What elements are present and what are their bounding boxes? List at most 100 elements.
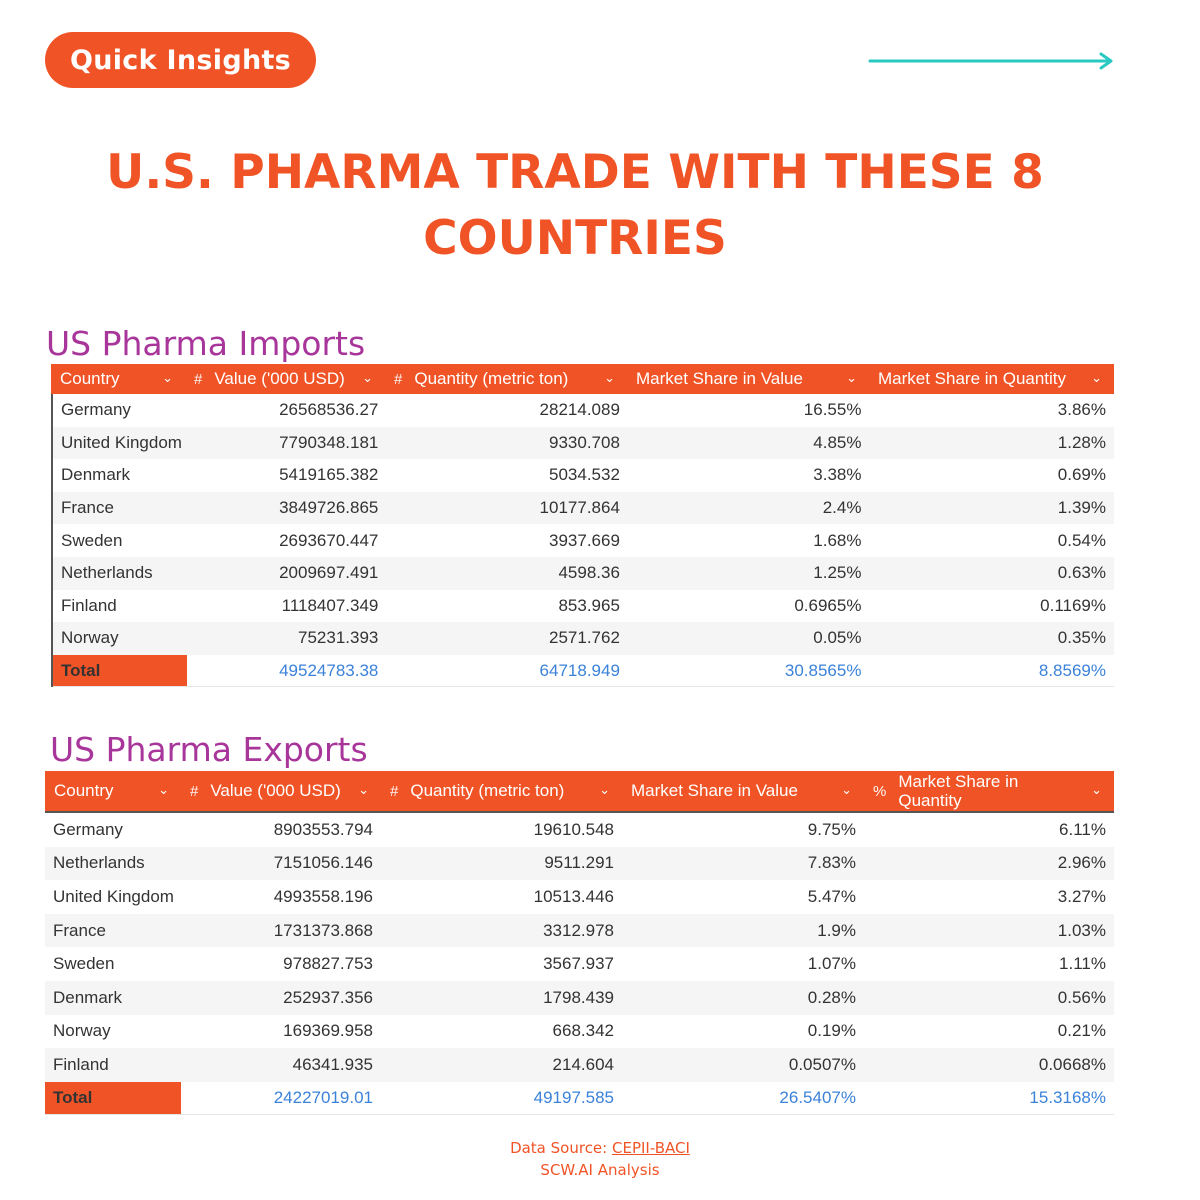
country-cell: France [61,498,114,518]
chevron-down-icon[interactable]: ⌄ [599,782,610,798]
share-value-cell: 1.07% [807,954,856,974]
quantity-cell: 3312.978 [543,920,614,940]
chevron-down-icon[interactable]: ⌄ [604,370,615,386]
col-header-share-quantity[interactable]: % Market Share in Quantity ⌄ [864,771,1114,811]
share-quantity-cell: 1.11% [1059,954,1106,974]
quantity-cell: 3937.669 [549,530,620,550]
quantity-cell: 5034.532 [549,465,620,485]
share-quantity-cell: 6.11% [1059,819,1106,839]
page-title-line-1: U.S. PHARMA TRADE WITH THESE 8 [106,145,1044,200]
quantity-cell: 3567.937 [543,954,614,974]
col-header-value[interactable]: # Value ('000 USD) ⌄ [185,364,385,394]
value-cell: 978827.753 [283,954,373,974]
share-value-cell: 16.55% [803,400,862,420]
col-header-share-value[interactable]: Market Share in Value ⌄ [627,364,869,394]
value-cell: 7151056.146 [273,853,373,873]
col-header-country[interactable]: Country ⌄ [45,771,181,811]
share-quantity-cell: 0.21% [1057,1021,1106,1041]
col-header-label: Quantity (metric ton) [410,781,565,800]
share-quantity-cell: 0.1169% [1040,595,1106,615]
country-cell: Finland [53,1054,109,1074]
share-quantity-cell: 0.54% [1057,530,1106,550]
chevron-down-icon[interactable]: ⌄ [846,370,857,386]
exports-table: Country ⌄ # Value ('000 USD) ⌄ # Quantit… [45,771,1114,1116]
col-header-share-quantity[interactable]: Market Share in Quantity ⌄ [869,364,1114,394]
exports-section-title: US Pharma Exports [50,730,368,769]
country-cell: Denmark [53,987,122,1007]
country-cell: Norway [61,628,119,648]
arrow-right-icon [868,52,1113,70]
share-quantity-cell: 3.27% [1057,886,1106,906]
country-cell: Sweden [53,954,115,974]
exports-table-header: Country ⌄ # Value ('000 USD) ⌄ # Quantit… [45,771,1114,813]
share-value-cell: 4.85% [813,432,862,452]
value-cell: 2009697.491 [279,563,379,583]
imports-section-title: US Pharma Imports [46,324,366,363]
col-header-share-value[interactable]: Market Share in Value ⌄ [622,771,864,811]
table-row: Finland 1118407.349 853.965 0.6965% 0.1169% [53,590,1114,623]
share-quantity-cell: 0.63% [1057,563,1106,583]
col-header-label: Market Share in Quantity [878,369,1067,388]
quantity-cell: 853.965 [558,595,620,615]
data-source-label: Data Source: [510,1139,612,1157]
chevron-down-icon[interactable]: ⌄ [841,782,852,798]
col-header-label: Country [60,369,120,388]
imports-table-header: Country ⌄ # Value ('000 USD) ⌄ # Quantit… [51,364,1114,394]
table-row: Sweden 978827.753 3567.937 1.07% 1.11% [45,947,1114,981]
table-row: Norway 75231.393 2571.762 0.05% 0.35% [53,622,1114,655]
country-cell: Netherlands [61,563,153,583]
quantity-cell: 10177.864 [539,498,620,518]
total-share-value-cell: 30.8565% [784,660,862,680]
quantity-cell: 9330.708 [549,432,620,452]
numeric-type-icon: # [190,782,199,800]
share-value-cell: 3.38% [813,465,862,485]
country-cell: Germany [61,400,131,420]
col-header-quantity[interactable]: # Quantity (metric ton) ⌄ [385,364,627,394]
table-row: France 1731373.868 3312.978 1.9% 1.03% [45,913,1114,948]
quantity-cell: 214.604 [552,1054,614,1074]
share-value-cell: 1.25% [813,563,862,583]
quantity-cell: 668.342 [552,1021,614,1041]
col-header-country[interactable]: Country ⌄ [51,364,185,394]
chevron-down-icon[interactable]: ⌄ [362,370,373,386]
total-label: Total [45,1081,181,1115]
country-cell: United Kingdom [61,432,182,452]
country-cell: France [53,920,106,940]
chevron-down-icon[interactable]: ⌄ [1091,782,1102,798]
imports-table: Country ⌄ # Value ('000 USD) ⌄ # Quantit… [51,364,1114,688]
table-row: Germany 26568536.27 28214.089 16.55% 3.86% [53,394,1114,427]
share-value-cell: 2.4% [822,498,862,518]
data-source-line: Data Source: CEPII-BACI [0,1137,1200,1159]
table-row: United Kingdom 7790348.181 9330.708 4.85% 1.… [53,426,1114,460]
col-header-value[interactable]: # Value ('000 USD) ⌄ [181,771,381,811]
chevron-down-icon[interactable]: ⌄ [358,782,369,798]
quantity-cell: 9511.291 [544,853,614,873]
table-row: France 3849726.865 10177.864 2.4% 1.39% [53,491,1114,525]
share-value-cell: 0.6965% [794,595,862,615]
percent-type-icon: % [873,782,887,800]
value-cell: 4993558.196 [273,886,373,906]
value-cell: 5419165.382 [279,465,379,485]
total-share-quantity-cell: 15.3168% [1029,1088,1106,1108]
total-label: Total [53,654,187,687]
total-share-quantity-cell: 8.8569% [1038,660,1106,680]
col-header-quantity[interactable]: # Quantity (metric ton) ⌄ [381,771,622,811]
chevron-down-icon[interactable]: ⌄ [158,782,169,798]
country-cell: United Kingdom [53,886,174,906]
country-cell: Norway [53,1021,111,1041]
value-cell: 252937.356 [283,987,373,1007]
value-cell: 169369.958 [283,1021,373,1041]
col-header-label: Market Share in Value [636,369,803,388]
share-value-cell: 0.28% [807,987,856,1007]
chevron-down-icon[interactable]: ⌄ [1091,370,1102,386]
share-quantity-cell: 1.39% [1057,498,1106,518]
country-cell: Denmark [61,465,130,485]
share-quantity-cell: 1.03% [1057,920,1106,940]
exports-table-body: Germany 8903553.794 19610.548 9.75% 6.11% Ne… [45,813,1114,1116]
data-source-link[interactable]: CEPII-BACI [612,1139,690,1157]
value-cell: 3849726.865 [279,498,379,518]
chevron-down-icon[interactable]: ⌄ [162,370,173,386]
share-quantity-cell: 3.86% [1057,400,1106,420]
value-cell: 46341.935 [292,1054,373,1074]
share-value-cell: 0.19% [807,1021,856,1041]
